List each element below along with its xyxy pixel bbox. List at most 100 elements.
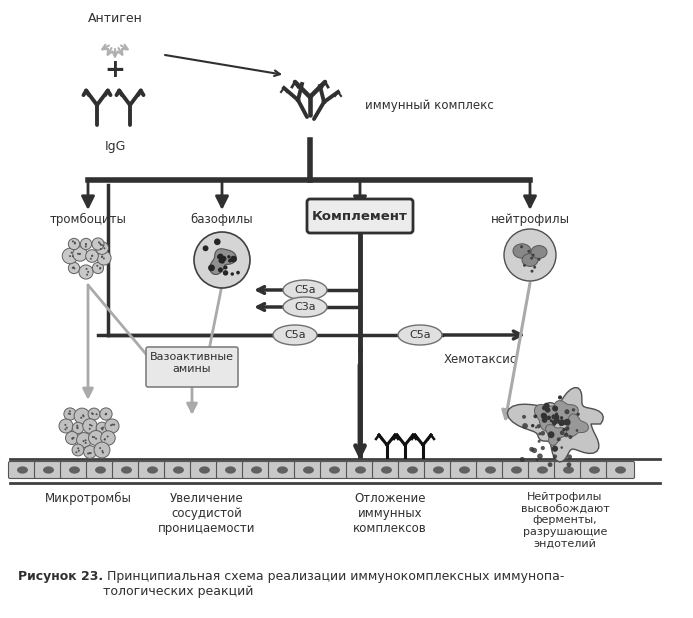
Ellipse shape (173, 467, 184, 473)
Circle shape (64, 424, 67, 426)
Circle shape (194, 232, 250, 288)
Circle shape (532, 447, 537, 453)
Circle shape (91, 413, 94, 415)
Circle shape (523, 264, 526, 267)
Circle shape (217, 255, 222, 260)
Circle shape (79, 265, 93, 279)
Circle shape (69, 413, 71, 415)
Circle shape (88, 452, 90, 454)
Text: C3a: C3a (295, 302, 316, 312)
Circle shape (94, 442, 110, 458)
Circle shape (208, 265, 215, 271)
Text: Рисунок 23.: Рисунок 23. (18, 570, 103, 583)
Circle shape (88, 408, 100, 420)
Text: тромбоциты: тромбоциты (50, 213, 126, 226)
Circle shape (529, 447, 534, 452)
FancyBboxPatch shape (373, 462, 401, 478)
Circle shape (541, 431, 545, 436)
Circle shape (92, 238, 104, 250)
Circle shape (80, 239, 91, 250)
Text: Вазоактивные
амины: Вазоактивные амины (150, 352, 234, 374)
Circle shape (91, 255, 94, 256)
Ellipse shape (485, 467, 496, 473)
Circle shape (564, 409, 570, 414)
Circle shape (71, 267, 73, 269)
Circle shape (554, 418, 560, 423)
Circle shape (542, 405, 547, 410)
Circle shape (87, 271, 89, 273)
Circle shape (100, 248, 102, 250)
Circle shape (69, 263, 80, 274)
Circle shape (556, 438, 561, 441)
Circle shape (74, 242, 76, 243)
Circle shape (542, 417, 547, 423)
Circle shape (561, 446, 563, 449)
Circle shape (64, 408, 76, 420)
Circle shape (560, 430, 565, 435)
Circle shape (559, 423, 562, 426)
FancyBboxPatch shape (450, 462, 478, 478)
Circle shape (82, 440, 85, 442)
Circle shape (100, 408, 112, 420)
Ellipse shape (459, 467, 470, 473)
Circle shape (563, 419, 570, 426)
Circle shape (85, 439, 87, 441)
Circle shape (82, 414, 85, 417)
Circle shape (91, 436, 94, 438)
Circle shape (100, 431, 115, 445)
Circle shape (99, 447, 101, 449)
FancyBboxPatch shape (164, 462, 193, 478)
Circle shape (73, 437, 75, 439)
Circle shape (85, 245, 87, 248)
Circle shape (99, 268, 101, 269)
Circle shape (107, 436, 109, 438)
Circle shape (547, 415, 551, 420)
Circle shape (98, 242, 100, 243)
Circle shape (537, 454, 543, 459)
Circle shape (105, 413, 107, 415)
Circle shape (534, 415, 537, 418)
FancyBboxPatch shape (477, 462, 505, 478)
Ellipse shape (329, 467, 340, 473)
Circle shape (97, 251, 111, 265)
Ellipse shape (273, 325, 317, 345)
Circle shape (64, 428, 67, 430)
Circle shape (220, 258, 223, 262)
Ellipse shape (513, 243, 531, 258)
Ellipse shape (531, 245, 547, 258)
Polygon shape (507, 387, 604, 462)
Circle shape (80, 417, 82, 419)
Circle shape (236, 271, 240, 274)
Circle shape (562, 428, 565, 431)
Circle shape (91, 255, 93, 257)
Ellipse shape (398, 325, 442, 345)
Circle shape (538, 258, 541, 261)
Circle shape (543, 403, 550, 409)
Circle shape (545, 407, 550, 413)
Circle shape (71, 252, 73, 253)
Circle shape (96, 422, 108, 434)
Text: Антиген: Антиген (87, 12, 143, 25)
FancyBboxPatch shape (139, 462, 166, 478)
Ellipse shape (355, 467, 366, 473)
Ellipse shape (277, 467, 288, 473)
Circle shape (541, 446, 545, 450)
Circle shape (547, 462, 552, 467)
Circle shape (567, 462, 571, 467)
Circle shape (101, 428, 103, 430)
Text: IgG: IgG (105, 140, 125, 153)
Ellipse shape (95, 467, 106, 473)
Circle shape (72, 422, 84, 434)
Circle shape (552, 446, 558, 452)
Polygon shape (566, 414, 588, 436)
Circle shape (223, 265, 227, 269)
Polygon shape (210, 249, 236, 274)
Circle shape (101, 255, 103, 258)
Ellipse shape (199, 467, 210, 473)
Circle shape (231, 273, 234, 276)
Circle shape (552, 420, 557, 425)
FancyBboxPatch shape (295, 462, 322, 478)
FancyBboxPatch shape (191, 462, 218, 478)
Circle shape (76, 426, 78, 428)
FancyBboxPatch shape (320, 462, 349, 478)
